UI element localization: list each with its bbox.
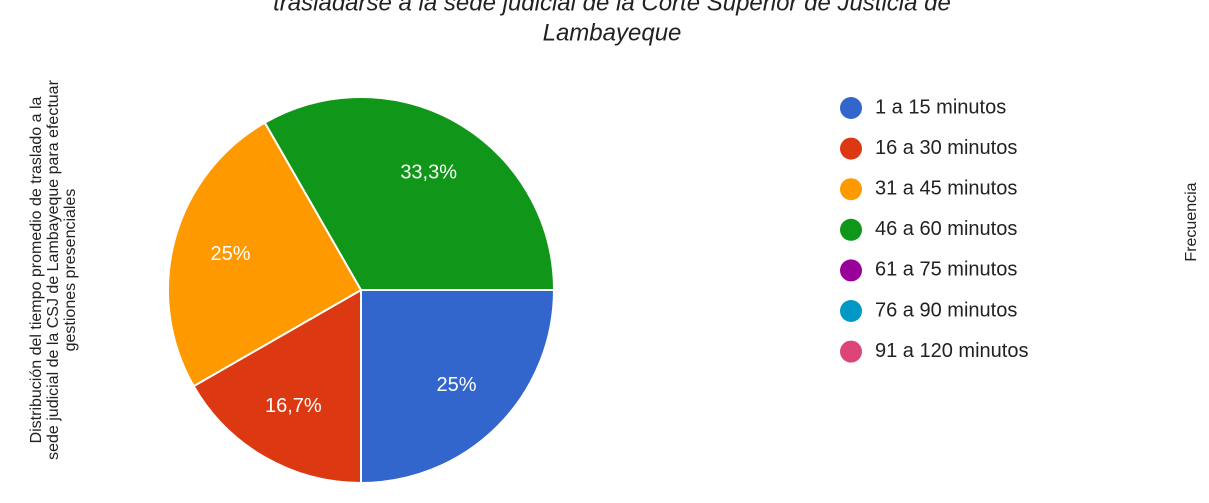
y2-axis-label: Frecuencia — [1183, 182, 1200, 261]
legend-label: 46 a 60 minutos — [875, 218, 1017, 240]
slice-label: 33,3% — [400, 161, 457, 183]
legend-swatch — [840, 259, 862, 282]
legend-swatch — [840, 218, 862, 241]
chart-title: trasladarse a la sede judicial de la Cor… — [273, 0, 951, 16]
legend-label: 76 a 90 minutos — [875, 299, 1017, 321]
legend-swatch — [840, 97, 862, 119]
pie-slice — [360, 289, 556, 485]
pie-slice — [192, 288, 362, 485]
legend-swatch — [840, 300, 862, 322]
slice-label: 25% — [437, 374, 477, 396]
legend-label: 61 a 75 minutos — [875, 259, 1017, 281]
slice-label: 25% — [211, 243, 251, 265]
pie-slice — [263, 96, 556, 291]
y-axis-label: Distribución del tiempo promedio de tras… — [28, 79, 79, 459]
y-axis-label-line: sede judicial de la CSJ de Lambayeque pa… — [45, 79, 62, 459]
legend-label: 91 a 120 minutos — [875, 340, 1028, 362]
y-axis-label-line: Distribución del tiempo promedio de tras… — [28, 96, 45, 443]
legend-swatch — [840, 340, 862, 363]
slice-label: 16,7% — [265, 395, 322, 417]
legend-label: 16 a 30 minutos — [875, 137, 1017, 159]
pie-slice — [167, 121, 363, 388]
legend-swatch — [840, 178, 862, 201]
chart-title: Lambayeque — [543, 19, 682, 46]
legend-label: 31 a 45 minutos — [875, 177, 1017, 199]
y-axis-label-line: gestiones presenciales — [62, 189, 79, 352]
legend-swatch — [840, 137, 862, 160]
legend-label: 1 a 15 minutos — [875, 96, 1006, 118]
